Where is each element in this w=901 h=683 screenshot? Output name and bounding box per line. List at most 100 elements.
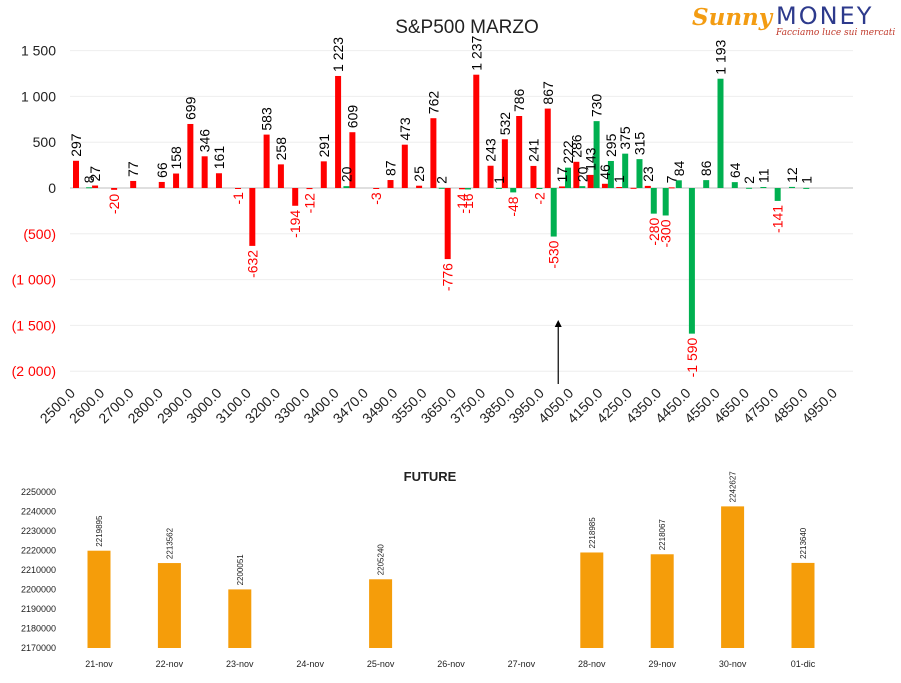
top-data-label: 297 bbox=[68, 133, 84, 157]
top-bar bbox=[501, 139, 508, 188]
bottom-x-tick-label: 25-nov bbox=[367, 659, 395, 669]
top-data-label: 346 bbox=[197, 129, 213, 153]
top-bar bbox=[544, 108, 551, 188]
top-chart-bars bbox=[73, 74, 810, 334]
top-bar bbox=[550, 188, 557, 237]
top-data-label: -776 bbox=[440, 263, 456, 291]
top-bar bbox=[587, 174, 594, 188]
top-bar bbox=[458, 188, 465, 190]
top-bar bbox=[201, 156, 208, 188]
top-bar bbox=[263, 134, 270, 188]
top-data-label: -16 bbox=[460, 193, 476, 213]
top-bar bbox=[803, 187, 810, 189]
top-y-tick-label: (500) bbox=[23, 226, 56, 242]
top-bar bbox=[573, 161, 580, 188]
future-data-label: 2200051 bbox=[236, 554, 245, 586]
top-data-label: -14 bbox=[454, 193, 470, 213]
bottom-x-tick-label: 26-nov bbox=[437, 659, 465, 669]
top-data-label: -300 bbox=[658, 219, 674, 247]
bottom-x-tick-label: 28-nov bbox=[578, 659, 606, 669]
future-bar bbox=[87, 550, 111, 648]
top-data-label: 286 bbox=[568, 134, 584, 158]
top-bar bbox=[530, 165, 537, 188]
bottom-y-tick-label: 2220000 bbox=[21, 546, 56, 556]
top-chart-title: S&P500 MARZO bbox=[395, 17, 539, 38]
top-bar bbox=[73, 160, 79, 188]
top-data-label: 473 bbox=[397, 117, 413, 141]
top-data-label: 315 bbox=[631, 132, 647, 156]
logo-brand-part2: MONEY bbox=[776, 2, 874, 30]
bottom-x-tick-label: 30-nov bbox=[719, 659, 747, 669]
future-data-label: 2205240 bbox=[377, 544, 386, 576]
top-bar bbox=[86, 187, 93, 189]
top-data-label: 243 bbox=[483, 138, 499, 162]
top-bar bbox=[306, 188, 313, 190]
future-bar bbox=[580, 552, 604, 648]
top-data-label: -141 bbox=[770, 205, 786, 233]
top-data-label: 143 bbox=[583, 147, 599, 171]
top-data-label: 8 bbox=[81, 175, 97, 183]
top-chart-y-axis: 1 500 1 000 500 0 (500) (1 000) (1 500) (2 000) bbox=[12, 43, 57, 380]
bottom-x-tick-label: 01-dic bbox=[791, 659, 816, 669]
bottom-y-tick-label: 2240000 bbox=[21, 507, 56, 517]
bottom-y-tick-label: 2190000 bbox=[21, 604, 56, 614]
top-data-label: 46 bbox=[597, 164, 613, 180]
future-bar bbox=[228, 589, 252, 648]
top-data-label: -2 bbox=[531, 192, 547, 205]
future-data-label: 2242627 bbox=[729, 471, 738, 503]
future-data-label: 2213640 bbox=[799, 527, 808, 559]
top-data-label: 158 bbox=[168, 146, 184, 170]
top-bar bbox=[277, 164, 284, 188]
top-data-label: -3 bbox=[368, 192, 384, 205]
top-y-tick-label: 1 000 bbox=[21, 88, 56, 104]
future-bar bbox=[157, 563, 181, 648]
top-data-label: 241 bbox=[525, 138, 541, 162]
top-data-label: -280 bbox=[646, 217, 662, 245]
top-y-tick-label: 1 500 bbox=[21, 43, 56, 59]
top-data-label: -20 bbox=[106, 194, 122, 214]
top-data-label: -1 bbox=[230, 192, 246, 205]
top-bar bbox=[473, 74, 480, 188]
top-data-label: 867 bbox=[540, 81, 556, 105]
bottom-y-tick-label: 2210000 bbox=[21, 565, 56, 575]
top-bar bbox=[292, 188, 299, 206]
top-bar bbox=[438, 187, 445, 189]
top-y-tick-label: (1 500) bbox=[12, 317, 56, 333]
top-bar bbox=[215, 173, 222, 188]
top-data-label: 609 bbox=[344, 105, 360, 129]
future-bar bbox=[369, 579, 393, 648]
top-y-tick-label: 500 bbox=[33, 134, 57, 150]
future-data-label: 2218067 bbox=[658, 519, 667, 551]
top-bar bbox=[249, 188, 256, 246]
top-bar bbox=[373, 188, 380, 189]
top-bar bbox=[111, 188, 118, 190]
top-data-label: -194 bbox=[287, 210, 303, 238]
top-bar bbox=[430, 118, 437, 188]
top-bar bbox=[579, 186, 586, 188]
top-data-label: 23 bbox=[640, 166, 656, 182]
top-data-label: 20 bbox=[574, 166, 590, 182]
bottom-y-tick-label: 2180000 bbox=[21, 624, 56, 634]
sp500-options-chart: S&P500 MARZO 1 500 1 000 500 0 (500) (1 000) (… bbox=[12, 17, 853, 426]
top-chart-arrow-marker bbox=[554, 320, 562, 384]
top-bar bbox=[130, 180, 137, 188]
top-data-label: 295 bbox=[603, 133, 619, 157]
arrow-up-icon bbox=[554, 320, 562, 327]
top-bar bbox=[703, 180, 710, 188]
bottom-chart-bars bbox=[87, 506, 815, 648]
future-bar bbox=[650, 554, 674, 648]
top-data-label: 532 bbox=[497, 112, 513, 136]
bottom-y-tick-label: 2250000 bbox=[21, 487, 56, 497]
bottom-x-tick-label: 27-nov bbox=[508, 659, 536, 669]
bottom-x-tick-label: 21-nov bbox=[85, 659, 113, 669]
top-data-label: 1 bbox=[798, 176, 814, 184]
top-bar bbox=[593, 121, 600, 188]
top-bar bbox=[92, 185, 99, 188]
top-bar bbox=[601, 183, 608, 188]
top-bar bbox=[675, 180, 682, 188]
top-data-label: 2 bbox=[741, 176, 757, 184]
top-data-label: 25 bbox=[411, 166, 427, 182]
top-bar bbox=[349, 132, 356, 188]
top-data-label: 699 bbox=[182, 96, 198, 120]
